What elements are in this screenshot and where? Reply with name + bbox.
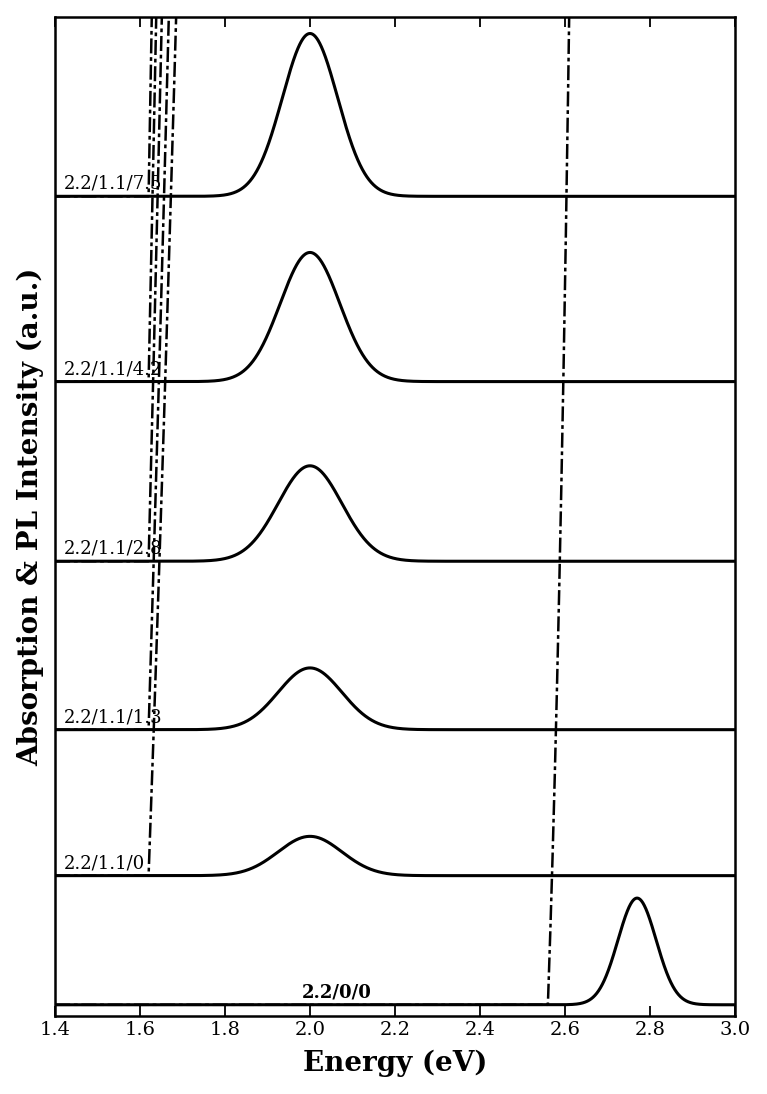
Text: 2.2/0/0: 2.2/0/0: [301, 984, 371, 1001]
X-axis label: Energy (eV): Energy (eV): [303, 1050, 487, 1078]
Text: 2.2/1.1/1.3: 2.2/1.1/1.3: [64, 708, 163, 726]
Y-axis label: Absorption & PL Intensity (a.u.): Absorption & PL Intensity (a.u.): [17, 267, 44, 766]
Text: 2.2/1.1/4.2: 2.2/1.1/4.2: [64, 360, 162, 379]
Text: 2.2/1.1/0: 2.2/1.1/0: [64, 854, 145, 872]
Text: 2.2/1.1/2.8: 2.2/1.1/2.8: [64, 539, 162, 558]
Text: 2.2/1.1/7.5: 2.2/1.1/7.5: [64, 175, 162, 193]
